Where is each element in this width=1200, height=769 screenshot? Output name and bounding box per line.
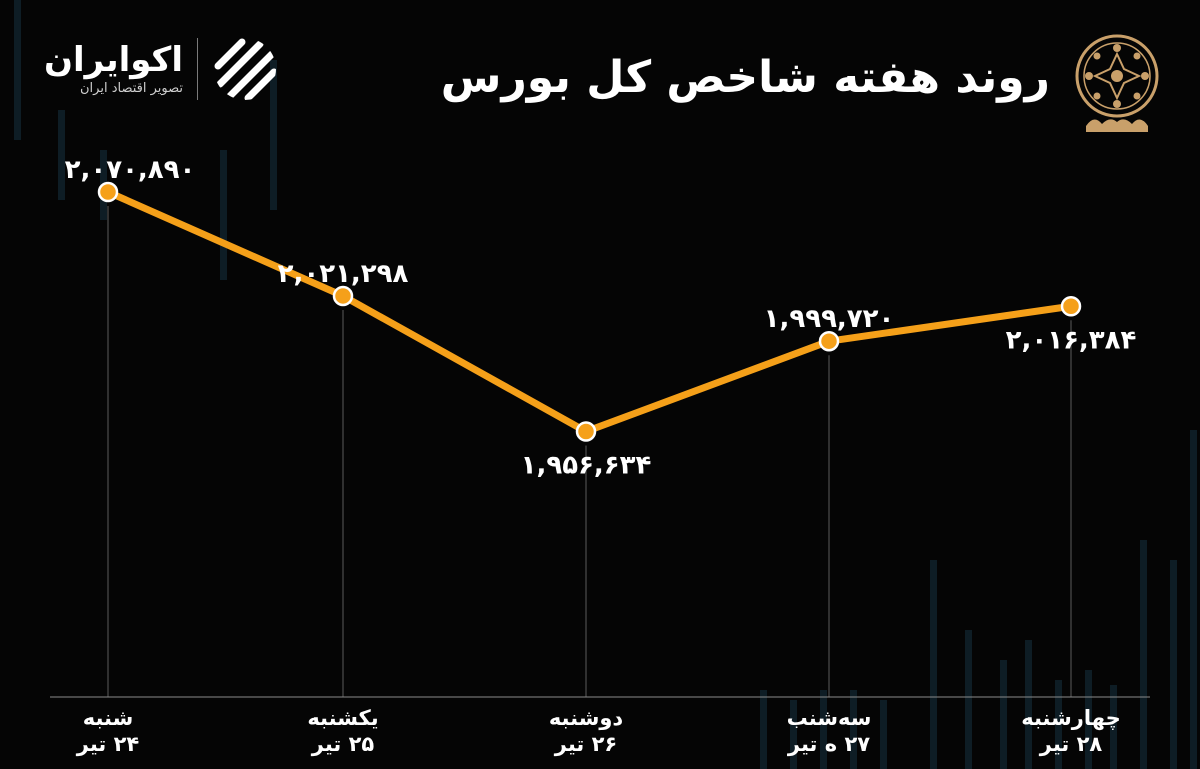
decor-bar bbox=[1170, 560, 1177, 769]
decor-bar bbox=[220, 150, 227, 280]
series-line bbox=[104, 188, 1075, 436]
decorative-bars bbox=[14, 0, 1197, 769]
decor-bar bbox=[270, 60, 277, 210]
decor-bar bbox=[760, 690, 767, 769]
x-tick-label: ۲۸ تیر bbox=[1039, 732, 1103, 756]
decor-bar bbox=[1140, 540, 1147, 769]
decor-bar bbox=[930, 560, 937, 769]
data-point bbox=[332, 285, 354, 307]
x-tick-label: چهارشنبه bbox=[1021, 706, 1121, 730]
stripes-logo-icon bbox=[214, 38, 276, 100]
data-point bbox=[575, 421, 597, 442]
decor-bar bbox=[965, 630, 972, 769]
x-tick-label: ۲۵ تیر bbox=[311, 732, 375, 756]
x-tick-label: شنبه bbox=[83, 706, 134, 730]
x-tick-label: ۲۷ ه تیر bbox=[787, 732, 870, 756]
page-title: روند هفته شاخص کل بورس bbox=[440, 52, 1050, 103]
brand-logo: اکوایران تصویر اقتصاد ایران bbox=[44, 36, 278, 102]
decor-bar bbox=[1000, 660, 1007, 769]
data-labels: ۲,۰۷۰,۸۹۰ ۲,۰۲۱,۲۹۸ ۱,۹۵۶,۶۳۴ ۱,۹۹۹,۷۲۰ ۲,۰۱… bbox=[65, 155, 1137, 481]
data-label: ۱,۹۹۹,۷۲۰ bbox=[764, 304, 895, 334]
data-label: ۲,۰۱۶,۳۸۴ bbox=[1006, 325, 1137, 355]
decor-bar bbox=[850, 690, 857, 769]
decor-bar bbox=[880, 700, 887, 769]
decor-bar bbox=[790, 700, 797, 769]
decor-bar bbox=[58, 110, 65, 200]
data-point bbox=[818, 330, 840, 352]
vertical-guides bbox=[107, 205, 1072, 697]
x-tick-label: ۲۶ تیر bbox=[554, 732, 617, 756]
brand-tagline: تصویر اقتصاد ایران bbox=[80, 81, 183, 96]
brand-name: اکوایران bbox=[44, 40, 183, 80]
data-point bbox=[97, 181, 119, 203]
stock-exchange-emblem-icon bbox=[1075, 34, 1159, 132]
data-label: ۱,۹۵۶,۶۳۴ bbox=[521, 451, 652, 481]
x-tick-label: ۲۴ تیر bbox=[76, 732, 140, 756]
data-point bbox=[1060, 296, 1082, 317]
decor-bar bbox=[1025, 640, 1032, 769]
x-tick-label: سه‌شنب bbox=[787, 706, 872, 730]
data-label: ۲,۰۲۱,۲۹۸ bbox=[278, 259, 409, 289]
data-label: ۲,۰۷۰,۸۹۰ bbox=[65, 155, 196, 185]
brand-separator bbox=[197, 38, 198, 100]
decor-bar bbox=[1055, 680, 1062, 769]
decor-bar bbox=[1190, 430, 1197, 769]
data-points bbox=[97, 181, 1082, 442]
brand-text: اکوایران تصویر اقتصاد ایران bbox=[44, 40, 183, 98]
decor-bar bbox=[14, 0, 21, 140]
x-tick-label: یکشنبه bbox=[307, 706, 378, 730]
decor-bar bbox=[820, 690, 827, 769]
decor-bar bbox=[1085, 670, 1092, 769]
decor-bar bbox=[1110, 685, 1117, 769]
x-tick-label: دوشنبه bbox=[549, 706, 624, 730]
